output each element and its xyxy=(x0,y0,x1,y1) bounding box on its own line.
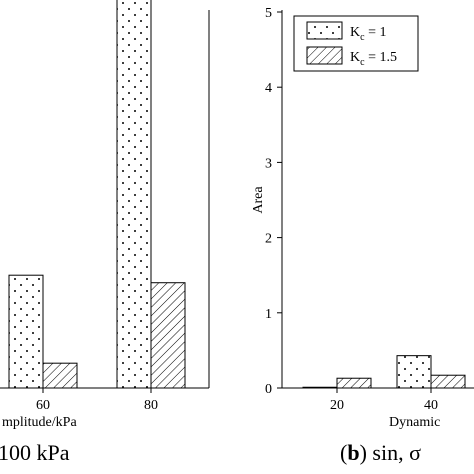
legend-label-kc15: Kc = 1.5 xyxy=(350,50,397,68)
right-x-axis-title: Dynamic xyxy=(389,415,440,430)
left-bar-kc15-80 xyxy=(150,282,186,389)
right-bar-kc1-40 xyxy=(396,355,432,389)
left-bar-kc15-60 xyxy=(42,362,78,389)
right-y-tick-label-5: 5 xyxy=(265,6,272,21)
right-y-tick-label-1: 1 xyxy=(265,307,272,322)
legend-label-kc1: Kc = 1 xyxy=(350,25,386,43)
right-y-tick-label-3: 3 xyxy=(265,156,272,171)
right-bar-kc15-40 xyxy=(430,374,466,389)
left-panel-caption: 100 kPa xyxy=(0,440,70,465)
left-x-tick-label-60: 60 xyxy=(36,398,50,413)
right-x-tick-label-20: 20 xyxy=(330,398,344,413)
right-y-axis-title: Area xyxy=(251,186,266,214)
left-bar-kc1-80 xyxy=(116,0,152,389)
left-chart-panel: 60 80 mplitude/kPa 100 kPa xyxy=(0,0,210,465)
right-panel-caption: (b) sin, σ xyxy=(340,440,421,465)
right-bar-kc15-20 xyxy=(336,377,372,389)
right-x-tick-label-40: 40 xyxy=(424,398,438,413)
right-y-tick-label-0: 0 xyxy=(265,382,272,397)
right-bar-kc1-20 xyxy=(302,386,338,389)
left-x-tick-label-80: 80 xyxy=(144,398,158,413)
right-chart-panel: 0 1 2 3 4 5 20 40 Area Dynamic Kc = 1 Kc = 1.5… xyxy=(251,6,474,465)
left-x-axis-title: mplitude/kPa xyxy=(2,415,77,430)
right-y-tick-label-4: 4 xyxy=(265,81,272,96)
legend-swatch-kc1 xyxy=(306,21,343,40)
legend: Kc = 1 Kc = 1.5 xyxy=(293,15,419,72)
legend-swatch-kc15 xyxy=(306,46,343,65)
right-y-tick-label-2: 2 xyxy=(265,232,272,247)
left-bar-kc1-60 xyxy=(8,274,44,389)
